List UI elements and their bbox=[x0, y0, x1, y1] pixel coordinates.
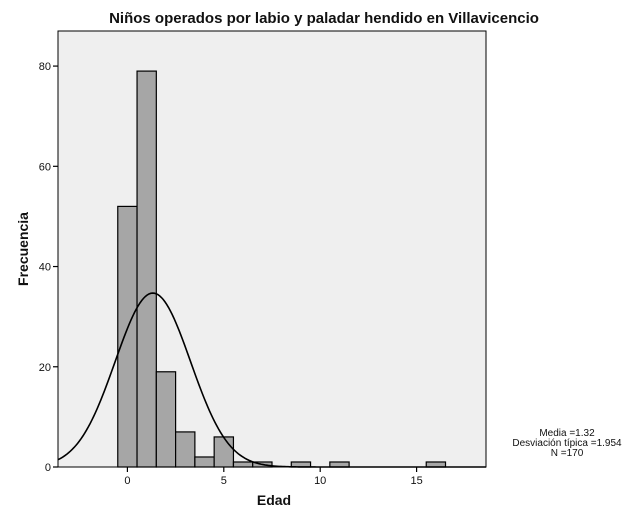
x-axis-label: Edad bbox=[257, 492, 291, 508]
y-tick-label: 20 bbox=[39, 362, 51, 374]
histogram-bar bbox=[232, 461, 254, 468]
histogram-bar bbox=[117, 205, 138, 468]
y-axis-label: Frecuencia bbox=[15, 212, 31, 286]
chart-title: Niños operados por labio y paladar hendi… bbox=[109, 10, 539, 27]
y-axis: 0 20 40 60 80 bbox=[39, 61, 58, 474]
histogram-bar bbox=[155, 371, 177, 468]
y-tick-label: 60 bbox=[39, 161, 51, 173]
x-tick-label: 15 bbox=[410, 475, 422, 487]
x-axis: 0 5 10 15 bbox=[124, 467, 423, 487]
histogram-bar bbox=[194, 456, 215, 468]
x-tick-label: 5 bbox=[221, 475, 227, 487]
y-tick-label: 0 bbox=[45, 462, 51, 474]
x-tick-label: 0 bbox=[124, 475, 130, 487]
histogram-bar bbox=[213, 436, 235, 468]
stats-line: Desviación típica =1.954 bbox=[512, 438, 622, 449]
normal-curve bbox=[57, 292, 486, 468]
y-tick-label: 40 bbox=[39, 262, 51, 274]
histogram-bar bbox=[175, 431, 196, 468]
y-tick-label: 80 bbox=[39, 61, 51, 73]
x-tick-label: 10 bbox=[314, 475, 326, 487]
stats-line: N =170 bbox=[551, 448, 584, 459]
histogram-bar bbox=[136, 70, 157, 468]
stats-line: Media =1.32 bbox=[539, 428, 595, 439]
